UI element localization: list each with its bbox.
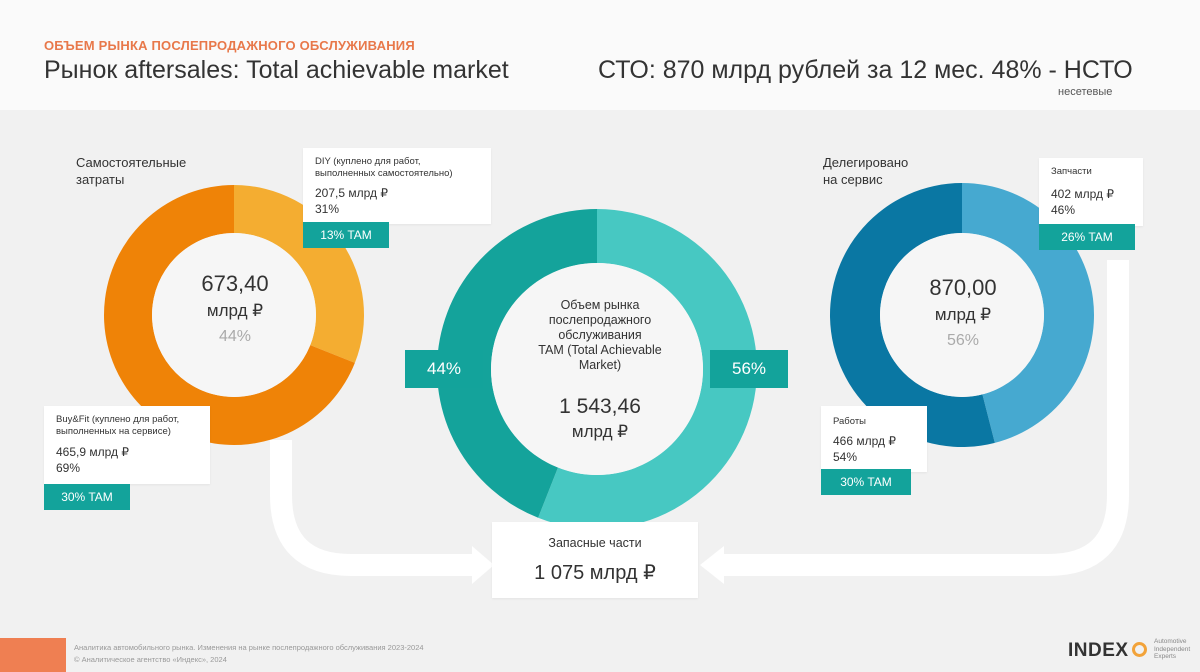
spare-parts-value: 1 075 млрд ₽ bbox=[534, 562, 656, 584]
center-caption-line5: Market) bbox=[578, 358, 622, 372]
logo-text: INDEX bbox=[1068, 640, 1129, 661]
buyfit-segment bbox=[104, 185, 355, 445]
logo-subtitle: Automotive Independent Experts bbox=[1154, 638, 1190, 661]
center-caption-line2: послепродажного bbox=[548, 313, 652, 327]
left-donut-center: 673,40 млрд ₽ 44% bbox=[170, 270, 300, 350]
donut-right-hole bbox=[880, 233, 1044, 397]
left-donut-pct: 44% bbox=[218, 328, 252, 345]
footer-line2: © Аналитическое агентство «Индекс», 2024 bbox=[74, 655, 227, 664]
center-left-pct: 44% bbox=[405, 350, 483, 388]
spare-parts-title: Запасные части bbox=[548, 536, 642, 550]
right-donut-label: Делегировано на сервис bbox=[823, 154, 908, 188]
donut-center-hole bbox=[491, 263, 703, 475]
subtitle-note: несетевые bbox=[1058, 86, 1113, 98]
works-title: Работы bbox=[833, 416, 866, 427]
page-title: Рынок aftersales: Total achievable marke… bbox=[44, 56, 509, 84]
center-right-segment bbox=[538, 209, 757, 529]
diy-card: DIY (куплено для работ, выполненных само… bbox=[303, 148, 491, 224]
parts-value: 402 млрд ₽ bbox=[1051, 187, 1114, 201]
index-logo: INDEX bbox=[1068, 640, 1147, 662]
parts-pct: 46% bbox=[1051, 203, 1076, 217]
donut-left-hole bbox=[152, 233, 316, 397]
center-caption-line3: обслуживания bbox=[558, 328, 642, 342]
center-caption-line4: TAM (Total Achievable bbox=[538, 343, 662, 357]
center-right-pct: 56% bbox=[710, 350, 788, 388]
left-flow-arrow bbox=[270, 440, 475, 576]
left-label-line1: Самостоятельные bbox=[76, 155, 187, 170]
right-flow-arrow bbox=[720, 260, 1129, 576]
spare-parts-box: Запасные части 1 075 млрд ₽ bbox=[492, 522, 698, 598]
left-donut-label: Самостоятельные затраты bbox=[76, 154, 186, 188]
diy-tam-badge: 13% TAM bbox=[303, 222, 389, 248]
works-segment bbox=[830, 183, 995, 447]
center-donut-chart bbox=[436, 209, 757, 529]
center-donut-caption: Объем рынка послепродажного обслуживания… bbox=[520, 298, 680, 373]
page-subtitle: СТО: 870 млрд рублей за 12 мес. 48% - НС… bbox=[598, 56, 1133, 84]
diy-value: 207,5 млрд ₽ bbox=[315, 186, 388, 200]
header-band bbox=[0, 0, 1200, 110]
buyfit-title-line1: Buy&Fit (куплено для работ, bbox=[56, 414, 180, 425]
diy-title-line2: выполненных самостоятельно) bbox=[315, 168, 453, 179]
diy-title-line1: DIY (куплено для работ, bbox=[315, 156, 421, 167]
logo-sub-line1: Automotive bbox=[1154, 638, 1187, 645]
works-pct: 54% bbox=[833, 450, 858, 464]
left-donut-value: 673,40 bbox=[201, 271, 269, 296]
buyfit-pct: 69% bbox=[56, 461, 81, 475]
section-kicker: ОБЪЕМ РЫНКА ПОСЛЕПРОДАЖНОГО ОБСЛУЖИВАНИЯ bbox=[44, 38, 415, 53]
right-label-line1: Делегировано bbox=[823, 155, 909, 170]
center-left-segment bbox=[436, 209, 597, 518]
parts-tam-badge: 26% TAM bbox=[1039, 224, 1135, 250]
center-caption-line1: Объем рынка bbox=[560, 298, 640, 312]
center-donut-value: 1 543,46 bbox=[559, 395, 641, 418]
buyfit-card: Buy&Fit (куплено для работ, выполненных … bbox=[44, 406, 210, 484]
right-label-line2: на сервис bbox=[823, 172, 883, 187]
right-donut-center: 870,00 млрд ₽ 56% bbox=[898, 274, 1028, 354]
footer-line1: Аналитика автомобильного рынка. Изменени… bbox=[74, 643, 424, 652]
left-label-line2: затраты bbox=[76, 172, 125, 187]
right-donut-unit: млрд ₽ bbox=[934, 305, 992, 324]
left-donut-unit: млрд ₽ bbox=[206, 301, 264, 320]
center-donut-total: 1 543,46 млрд ₽ bbox=[520, 394, 680, 444]
logo-sub-line3: Experts bbox=[1154, 653, 1177, 660]
diy-pct: 31% bbox=[315, 202, 340, 216]
logo-sub-line2: Independent bbox=[1154, 645, 1191, 653]
center-donut-unit: млрд ₽ bbox=[571, 422, 629, 441]
right-donut-pct: 56% bbox=[946, 332, 980, 349]
parts-card: Запчасти 402 млрд ₽ 46% bbox=[1039, 158, 1143, 226]
buyfit-title-line2: выполненных на сервисе) bbox=[56, 426, 171, 437]
buyfit-value: 465,9 млрд ₽ bbox=[56, 445, 129, 459]
right-arrow-head bbox=[700, 546, 724, 584]
left-arrow-head bbox=[472, 546, 494, 584]
footer-accent-bar bbox=[0, 638, 66, 672]
right-donut-value: 870,00 bbox=[929, 275, 997, 300]
works-value: 466 млрд ₽ bbox=[833, 434, 896, 448]
parts-title: Запчасти bbox=[1051, 166, 1092, 177]
works-card: Работы 466 млрд ₽ 54% bbox=[821, 406, 927, 472]
buyfit-tam-badge: 30% TAM bbox=[44, 484, 130, 510]
works-tam-badge: 30% TAM bbox=[821, 469, 911, 495]
logo-mark-icon bbox=[1131, 642, 1147, 657]
